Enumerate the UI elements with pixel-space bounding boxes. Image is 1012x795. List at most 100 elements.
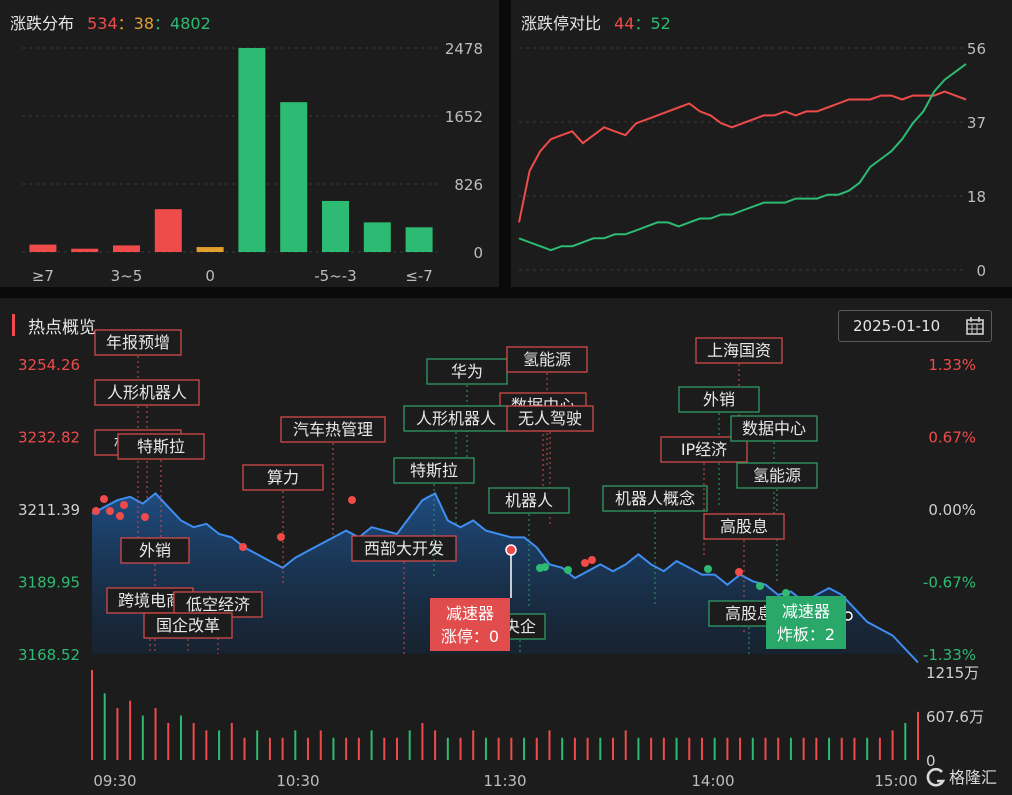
topic-tag-label: 机器人概念	[615, 489, 695, 508]
logo-text: 格隆汇	[949, 768, 998, 787]
logo-icon	[926, 767, 946, 787]
volume-bar	[230, 722, 233, 760]
event-dot	[704, 565, 712, 573]
volume-label: 607.6万	[926, 708, 984, 726]
event-dot	[120, 501, 128, 509]
sep-2: ：	[154, 14, 171, 33]
volume-bar	[751, 737, 754, 760]
bar	[71, 248, 99, 252]
volume-bar	[777, 737, 780, 760]
volume-bar	[205, 730, 208, 760]
topic-tag	[120, 537, 190, 564]
volume-bar	[256, 730, 259, 760]
topic-tag-label: IP经济	[681, 440, 727, 459]
bar	[280, 102, 308, 252]
callout-up-line2: 涨停：0	[441, 627, 499, 646]
y-right-tick: 0.00%	[928, 501, 976, 519]
volume-bar	[179, 715, 182, 760]
bar	[238, 48, 266, 252]
topic-tag	[280, 416, 386, 443]
limit-sep: ：	[634, 14, 651, 33]
volume-bar	[446, 737, 449, 760]
x-tick-label: 11:30	[483, 772, 526, 790]
bar	[154, 209, 182, 252]
volume-bar	[548, 730, 551, 760]
volume-bar	[395, 737, 398, 760]
volume-bar	[510, 737, 513, 760]
bar	[196, 247, 224, 252]
volume-bar	[586, 737, 589, 760]
volume-bar	[866, 737, 869, 760]
volume-bar	[154, 708, 157, 760]
brand-logo: 格隆汇	[926, 764, 997, 788]
topic-tag-label: 无人驾驶	[518, 409, 582, 428]
volume-bar	[878, 737, 881, 760]
x-tick-label: -5~-3	[314, 267, 356, 285]
event-dot	[756, 582, 764, 590]
volume-bar	[192, 722, 195, 760]
topic-tag-label: 年报预增	[106, 333, 170, 352]
event-dot	[588, 556, 596, 564]
x-tick-label: 10:30	[276, 772, 319, 790]
topic-tag	[351, 535, 457, 562]
topic-tag	[736, 462, 818, 489]
volume-bar	[561, 737, 564, 760]
volume-bar	[218, 730, 221, 760]
limit-down-count: 52	[650, 14, 671, 33]
y-right-tick: 0.67%	[928, 429, 976, 447]
volume-bar	[281, 737, 284, 760]
volume-bar	[726, 737, 729, 760]
limit-down-line	[518, 63, 967, 252]
volume-bar	[917, 711, 919, 760]
topic-tag-label: 算力	[267, 468, 299, 487]
topic-tag-label: 高股息	[720, 517, 768, 536]
volume-bar	[739, 737, 742, 760]
x-tick-label: 15:00	[874, 772, 917, 790]
topic-tag-label: 氢能源	[753, 466, 801, 485]
volume-bar	[141, 715, 144, 760]
event-dot	[735, 568, 743, 576]
hot-overview-title: 热点概览	[28, 318, 96, 338]
volume-bar	[91, 670, 93, 760]
topic-tag-label: 国企改革	[156, 616, 220, 635]
title-accent-bar	[12, 314, 15, 336]
event-dot	[106, 507, 114, 515]
y-right-tick: -0.67%	[923, 574, 976, 592]
volume-bar	[700, 737, 703, 760]
y-tick-label: 37	[967, 114, 986, 132]
topic-tag	[695, 337, 783, 364]
x-tick-label: 0	[205, 267, 215, 285]
y-left-tick: 3254.26	[18, 356, 80, 374]
volume-bar	[535, 737, 538, 760]
volume-bar	[904, 722, 907, 760]
topic-tag	[730, 415, 818, 442]
x-tick-label: 14:00	[691, 772, 734, 790]
distribution-chart: 2478 1652 826 0 ≥7 3~5 0 -5~-3 ≤-7	[22, 40, 483, 285]
y-tick-label: 0	[473, 244, 483, 262]
volume-bar	[357, 737, 360, 760]
date-picker[interactable]: 2025-01-10	[838, 310, 992, 342]
y-left-tick: 3189.95	[18, 574, 80, 592]
topic-tag-label: 人形机器人	[416, 409, 496, 428]
y-tick-label: 18	[967, 188, 986, 206]
calendar-icon[interactable]	[965, 316, 985, 336]
y-tick-label: 2478	[445, 40, 483, 58]
y-left-tick: 3168.52	[18, 646, 80, 664]
topic-tag-label: 低空经济	[186, 595, 250, 614]
bar	[29, 244, 57, 252]
topic-tag-label: 上海国资	[707, 341, 771, 360]
event-dot	[541, 563, 549, 571]
volume-bar	[662, 737, 665, 760]
bar	[322, 200, 349, 252]
volume-bar	[408, 730, 411, 760]
topic-tag-label: 特斯拉	[410, 461, 458, 480]
limit-up-line	[518, 90, 967, 223]
volume-bar	[688, 737, 691, 760]
volume-bar	[599, 737, 602, 760]
flat-count: 38	[133, 14, 155, 33]
hot-overview-chart: 3254.26 1.33% 3232.82 0.67% 3211.39 0.00% 3189…	[18, 329, 984, 790]
index-line	[91, 492, 919, 664]
y-tick-label: 826	[454, 176, 483, 194]
volume-bar	[345, 737, 348, 760]
volume-bar	[840, 737, 843, 760]
